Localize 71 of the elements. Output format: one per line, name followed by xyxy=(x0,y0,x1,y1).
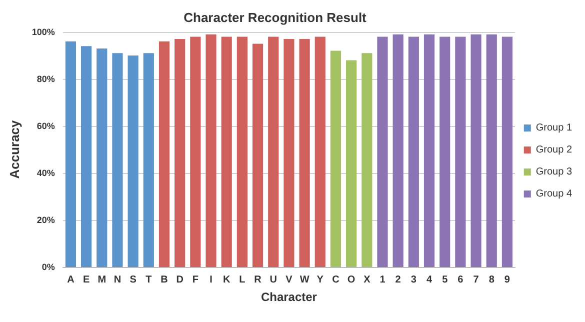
x-tick-label: W xyxy=(300,274,310,286)
bar xyxy=(190,36,201,267)
bar xyxy=(424,34,435,267)
x-tick-label: K xyxy=(222,274,231,286)
bar xyxy=(486,34,497,267)
bar xyxy=(346,60,357,267)
bar xyxy=(377,36,388,267)
bar xyxy=(314,36,326,267)
x-tick-label: 4 xyxy=(426,274,432,286)
x-tick-label: R xyxy=(254,274,262,286)
bar xyxy=(206,34,216,267)
x-tick-label: D xyxy=(176,274,184,286)
legend-label: Group 3 xyxy=(536,166,572,178)
bar xyxy=(284,39,294,267)
x-tick-label: 2 xyxy=(395,274,402,286)
y-tick-label: 20% xyxy=(36,215,55,225)
x-tick-label: C xyxy=(332,274,340,286)
legend-label: Group 1 xyxy=(536,122,572,134)
bar xyxy=(96,48,108,267)
x-tick-label: U xyxy=(270,274,277,286)
x-tick-label: N xyxy=(114,274,122,286)
bar xyxy=(174,39,186,267)
x-tick-label: A xyxy=(67,274,74,286)
bar xyxy=(65,41,76,267)
bar xyxy=(455,36,466,267)
y-tick-label: 60% xyxy=(36,121,55,131)
bar xyxy=(362,53,372,267)
x-tick-label: I xyxy=(210,274,213,286)
bar xyxy=(252,44,264,267)
x-tick-label: M xyxy=(98,274,106,286)
bar xyxy=(236,36,248,267)
bar xyxy=(470,34,482,267)
x-tick-label: Y xyxy=(316,274,324,286)
x-tick-label: 8 xyxy=(488,274,495,286)
x-tick-label: 6 xyxy=(458,274,464,286)
x-tick-label: L xyxy=(239,274,246,286)
x-tick-label: E xyxy=(82,274,90,286)
x-tick-label: 1 xyxy=(380,274,386,286)
y-tick-label: 80% xyxy=(36,74,55,84)
bar xyxy=(408,36,419,267)
bar xyxy=(81,46,92,267)
y-tick-label: 100% xyxy=(32,27,55,37)
bar xyxy=(440,36,450,267)
bar xyxy=(330,50,342,267)
x-tick-label: S xyxy=(130,274,137,286)
legend-label: Group 4 xyxy=(536,188,572,200)
x-tick-label: O xyxy=(347,274,356,286)
bar xyxy=(128,56,138,267)
x-tick-label: 3 xyxy=(410,274,417,286)
x-tick-label: B xyxy=(160,274,168,286)
bar xyxy=(143,53,154,267)
x-tick-label: 7 xyxy=(473,274,480,286)
x-axis-title: Character xyxy=(260,290,318,304)
y-tick-label: 0% xyxy=(42,262,55,272)
bar xyxy=(158,41,170,267)
x-tick-label: 5 xyxy=(442,274,448,286)
bar xyxy=(502,36,513,267)
y-tick-label: 40% xyxy=(36,168,55,178)
bar xyxy=(268,36,279,267)
x-tick-label: V xyxy=(286,274,293,286)
bar xyxy=(392,34,404,267)
x-tick-label: 9 xyxy=(504,274,510,286)
x-tick-label: X xyxy=(364,274,371,286)
chart-title: Character Recognition Result xyxy=(184,10,368,25)
bar xyxy=(299,39,310,267)
legend-label: Group 2 xyxy=(536,144,572,156)
y-axis-title: Accuracy xyxy=(7,119,22,179)
bar xyxy=(221,36,232,267)
x-tick-label: T xyxy=(146,274,152,286)
bar xyxy=(112,53,123,267)
x-tick-label: F xyxy=(192,274,198,286)
